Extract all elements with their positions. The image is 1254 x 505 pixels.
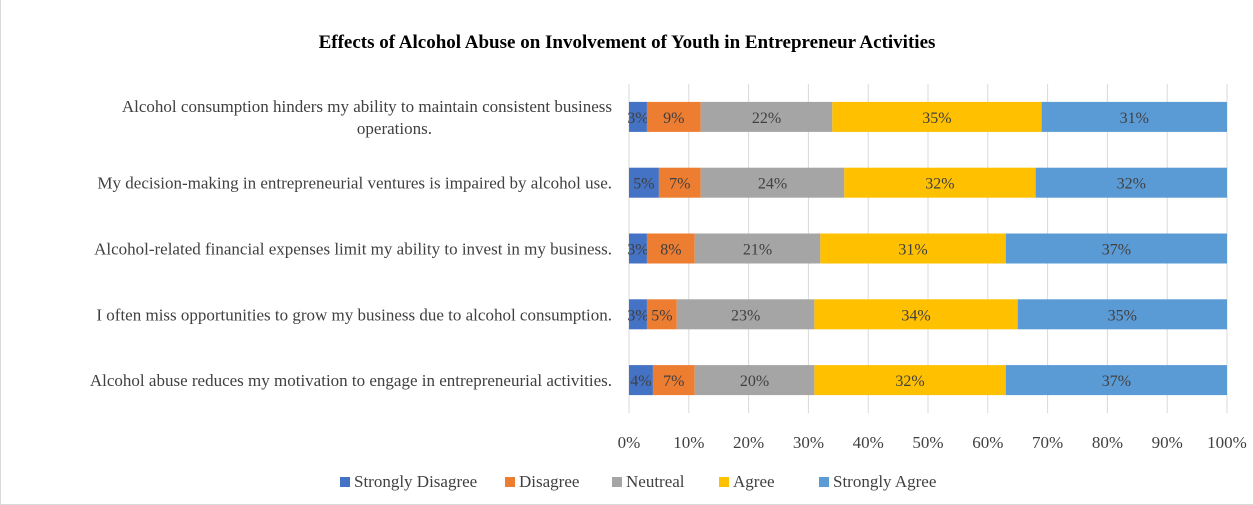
legend-swatch [340,477,350,487]
data-label: 31% [1120,110,1149,127]
data-label: 8% [660,242,681,259]
category-label: operations. [357,119,432,138]
legend-label: Strongly Agree [833,472,936,491]
legend-label: Strongly Disagree [354,472,477,491]
bar-segment [629,167,659,198]
data-label: 3% [627,242,648,259]
x-tick-label: 80% [1092,433,1123,452]
bar-segment [700,167,845,198]
bar-segment [1035,167,1227,198]
x-tick-label: 0% [618,433,641,452]
data-label: 9% [663,110,684,127]
legend-swatch [719,477,729,487]
data-label: 5% [651,307,672,324]
data-label: 35% [1108,307,1137,324]
data-label: 20% [740,373,769,390]
bar-segment [646,299,677,330]
category-label: I often miss opportunities to grow my bu… [96,305,612,324]
bar-segment [629,101,647,132]
data-label: 22% [752,110,781,127]
bar-segment [629,233,647,264]
chart-title: Effects of Alcohol Abuse on Involvement … [319,32,936,53]
data-label: 37% [1102,373,1131,390]
data-label: 21% [743,242,772,259]
x-tick-label: 70% [1032,433,1063,452]
data-label: 3% [627,110,648,127]
bar-segment [700,101,833,132]
bar-segment [646,101,701,132]
bar-segment [658,167,701,198]
category-labels: Alcohol consumption hinders my ability t… [90,97,612,390]
bar-segment [629,365,653,396]
category-label: Alcohol abuse reduces my motivation to e… [90,371,612,390]
legend-swatch [505,477,515,487]
data-label: 23% [731,307,760,324]
bar-segment [1017,299,1227,330]
x-tick-label: 100% [1207,433,1247,452]
bar-segment [1041,101,1227,132]
legend-swatch [612,477,622,487]
legend-label: Neutreal [626,472,685,491]
x-tick-label: 30% [793,433,824,452]
bar-segment [676,299,815,330]
bar-segment [694,365,815,396]
legend-swatch [819,477,829,487]
bars: 3% 9% 22% 35% 31% 5% 7% 24% 32% 32% 3% 8% 21% 31% 37% 3… [627,101,1227,396]
legend: Strongly Disagree Disagree Neutreal Agree St… [340,472,936,491]
data-label: 24% [758,176,787,193]
x-tick-label: 50% [912,433,943,452]
data-label: 32% [895,373,924,390]
category-label: Alcohol-related financial expenses limit… [94,240,612,259]
bar-segment [820,233,1006,264]
bar-segment [1005,233,1227,264]
data-label: 34% [901,307,930,324]
legend-label: Disagree [519,472,579,491]
bar-segment [844,167,1036,198]
bar-segment [832,101,1042,132]
data-label: 32% [1117,176,1146,193]
x-tick-label: 90% [1152,433,1183,452]
x-tick-label: 10% [673,433,704,452]
bar-segment [694,233,821,264]
category-label: My decision-making in entrepreneurial ve… [97,174,612,193]
bar-segment [814,299,1018,330]
x-tick-label: 60% [972,433,1003,452]
bar-segment [652,365,695,396]
bar-segment [646,233,695,264]
data-label: 5% [633,176,654,193]
x-tick-label: 20% [733,433,764,452]
legend-label: Agree [733,472,775,491]
bar-segment [629,299,647,330]
bar-segment [1005,365,1227,396]
data-label: 3% [627,307,648,324]
x-tick-label: 40% [853,433,884,452]
data-label: 7% [663,373,684,390]
data-label: 7% [669,176,690,193]
data-label: 35% [922,110,951,127]
category-label: Alcohol consumption hinders my ability t… [122,97,612,116]
x-axis-ticks: 0% 10% 20% 30% 40% 50% 60% 70% 80% 90% 100% [618,433,1247,452]
data-label: 31% [898,242,927,259]
data-label: 37% [1102,242,1131,259]
bar-segment [814,365,1006,396]
data-label: 4% [630,373,651,390]
data-label: 32% [925,176,954,193]
